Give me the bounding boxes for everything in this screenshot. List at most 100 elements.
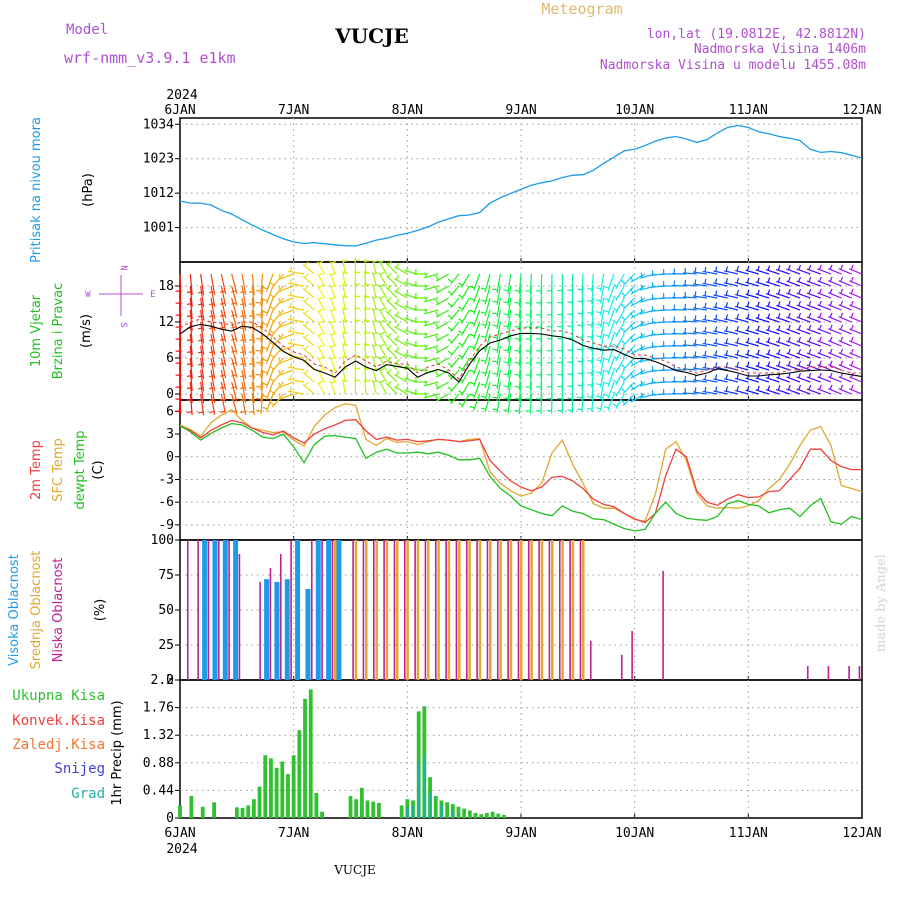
wind-barb-flag [787, 264, 791, 271]
cloud-bar [295, 540, 301, 680]
y-axis-label: (hPa) [81, 173, 96, 207]
wind-barb-flag [240, 339, 246, 342]
wind-barb-flag [829, 360, 833, 366]
cloud-bar [427, 540, 430, 680]
wind-barb-flag [198, 351, 204, 354]
wind-barb-flag [289, 326, 293, 332]
cloud-bar [354, 540, 358, 680]
wind-barb [496, 321, 501, 341]
svg-text:E: E [150, 290, 155, 300]
wind-barb [423, 393, 439, 399]
wind-barb-flag [269, 281, 275, 286]
wind-barb [484, 369, 491, 389]
wind-barb [786, 292, 801, 299]
wind-barb-flag [629, 348, 634, 354]
cloud-bar [334, 540, 337, 680]
wind-barb [394, 290, 408, 299]
wind-barb [241, 321, 247, 343]
wind-barb-flag [818, 384, 822, 390]
y-tick-label: -9 [158, 518, 174, 533]
wind-barb-flag [387, 332, 392, 338]
wind-barb [251, 309, 255, 331]
wind-barb-flag [492, 396, 498, 399]
wind-barb-flag [777, 289, 781, 295]
wind-barb-flag [620, 327, 626, 333]
wind-barb-flag [829, 288, 833, 294]
cloud-bar [455, 540, 458, 680]
pressure-line [179, 124, 863, 247]
wind-barb [423, 357, 439, 363]
wind-barb [724, 306, 739, 311]
wind-barb-flag [808, 384, 812, 390]
wind-barb [200, 345, 205, 368]
wind-barb [786, 388, 801, 395]
cloud-bar [290, 540, 292, 680]
wind-barb-flag [405, 278, 409, 284]
wind-barb-flag [424, 332, 427, 338]
wind-barb-flag [198, 399, 204, 402]
wind-barb-flag [818, 300, 822, 306]
wind-barb-flag [435, 359, 439, 365]
wind-barb-flag [798, 336, 802, 342]
wind-barb-flag [640, 284, 643, 290]
wind-barb [241, 357, 247, 379]
wind-barb-flag [629, 384, 634, 390]
wind-barb-flag [694, 351, 697, 357]
wind-barb-flag [198, 387, 204, 390]
wind-barb-flag [209, 291, 215, 294]
cloud-bar [631, 631, 633, 680]
wind-barb-flag [492, 384, 498, 387]
wind-barb [251, 393, 255, 415]
precip-bar [178, 805, 182, 818]
wind-barb-flag [640, 380, 643, 386]
wind-barb-flag [289, 362, 293, 368]
wind-barb [200, 273, 205, 296]
wind-barb-flag [629, 324, 634, 330]
y-tick-label: 6 [166, 351, 174, 366]
wind-barb [231, 357, 238, 378]
wind-barb-flag [715, 290, 718, 296]
wind-barb-flag [219, 350, 226, 353]
wind-barb [496, 393, 501, 413]
wind-barb [260, 393, 264, 414]
wind-barb-flag [629, 288, 634, 294]
wind-barb-flag [198, 303, 204, 306]
wind-barb [529, 369, 532, 391]
wind-barb [755, 317, 770, 323]
wind-barb-flag [379, 271, 385, 276]
wind-barb [220, 357, 227, 379]
wind-barb-flag [458, 294, 464, 298]
cloud-bar [437, 540, 440, 680]
wind-barb [591, 381, 594, 400]
wind-barb-flag [746, 277, 750, 283]
wind-barb [231, 333, 238, 354]
wind-barb [484, 309, 491, 329]
precip-bar [451, 810, 454, 818]
wind-barb-flag [219, 386, 226, 389]
wind-barb-flag [318, 260, 324, 265]
wind-barb [241, 381, 247, 403]
x-tick-label-top: 8JAN [392, 103, 423, 118]
wind-barb-flag [231, 362, 237, 365]
wind-barb [827, 328, 842, 335]
wind-barb [200, 369, 205, 392]
axis-labels: 1001 1012 1023 1034 0 6 12 18 -9 -6 -3 0 3 6 0 25 50 75 10… [7, 103, 882, 841]
x-tick-label-top: 11JAN [729, 103, 768, 118]
wind-barb [210, 321, 216, 343]
wind-barb-flag [736, 338, 739, 344]
precip-bar [240, 807, 245, 818]
wind-barb-flag [503, 373, 509, 376]
wind-barb [702, 306, 718, 311]
wind-barb-flag [704, 374, 707, 380]
cloud-bar [279, 554, 282, 680]
wind-barb [210, 393, 216, 415]
wind-barb-flag [829, 300, 833, 306]
precip-bar [440, 805, 443, 818]
wind-speed-line [179, 323, 863, 383]
cloud-bar [284, 579, 290, 680]
wind-barb-flag [620, 399, 626, 405]
wind-barb-flag [219, 410, 226, 413]
wind-barb [755, 365, 770, 371]
wind-barb [329, 321, 336, 335]
wind-barb-flag [198, 327, 204, 330]
